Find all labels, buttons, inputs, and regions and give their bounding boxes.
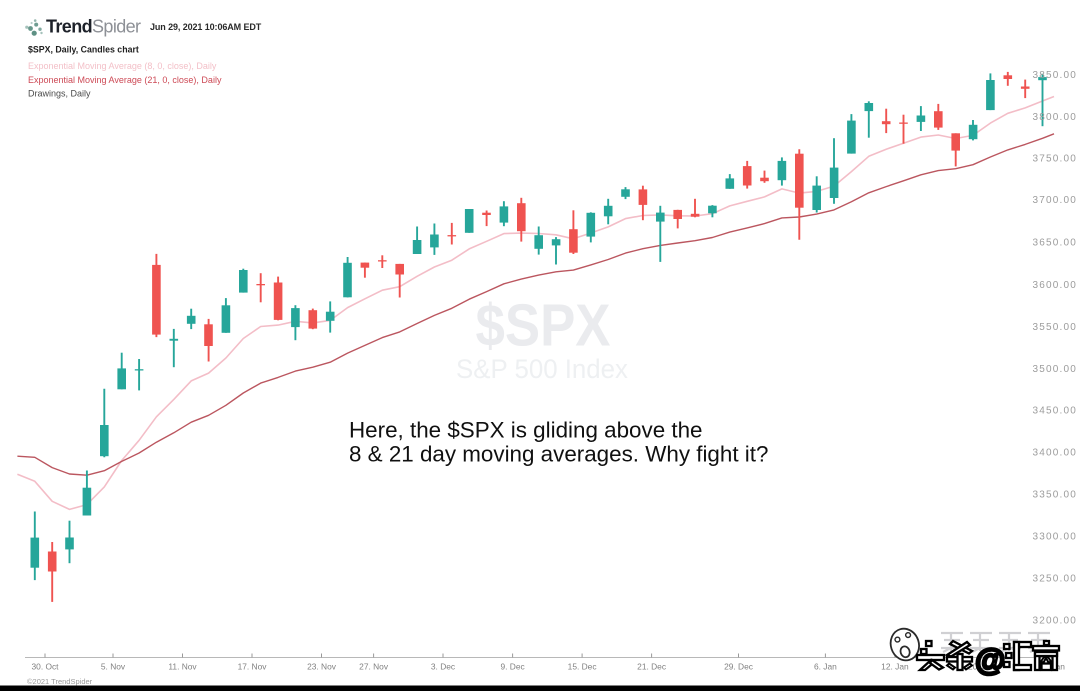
svg-text:Jun 29, 2021 10:06AM EDT: Jun 29, 2021 10:06AM EDT — [150, 22, 262, 32]
svg-text:3350.00: 3350.00 — [1032, 490, 1077, 501]
svg-text:5. Nov: 5. Nov — [101, 662, 126, 672]
svg-text:$SPX, Daily, Candles chart: $SPX, Daily, Candles chart — [28, 45, 139, 55]
svg-text:3750.00: 3750.00 — [1032, 153, 1077, 164]
svg-text:3. Dec: 3. Dec — [431, 662, 455, 672]
svg-text:21. Dec: 21. Dec — [637, 662, 666, 672]
svg-text:3300.00: 3300.00 — [1032, 532, 1077, 543]
svg-text:6. Jan: 6. Jan — [814, 662, 837, 672]
svg-text:3550.00: 3550.00 — [1032, 322, 1077, 333]
svg-text:8 & 21 day moving averages. Wh: 8 & 21 day moving averages. Why fight it… — [349, 442, 768, 467]
svg-text:9. Dec: 9. Dec — [500, 662, 524, 672]
svg-text:3800.00: 3800.00 — [1032, 112, 1077, 123]
svg-text:27. Nov: 27. Nov — [359, 662, 389, 672]
svg-text:3450.00: 3450.00 — [1032, 406, 1077, 417]
svg-text:3400.00: 3400.00 — [1032, 448, 1077, 459]
svg-text:3200.00: 3200.00 — [1032, 615, 1077, 626]
svg-text:11. Nov: 11. Nov — [168, 662, 197, 672]
svg-text:20. Jan: 20. Jan — [968, 662, 996, 672]
svg-text:S&P 500 Index: S&P 500 Index — [456, 354, 628, 384]
svg-text:TrendSpider: TrendSpider — [46, 17, 141, 37]
svg-text:@: @ — [975, 642, 1005, 677]
svg-text:12. Jan: 12. Jan — [881, 662, 909, 672]
svg-text:3500.00: 3500.00 — [1032, 364, 1077, 375]
svg-text:3700.00: 3700.00 — [1032, 195, 1077, 206]
svg-text:15. Dec: 15. Dec — [568, 662, 597, 672]
svg-text:23. Nov: 23. Nov — [307, 662, 337, 672]
svg-text:$SPX: $SPX — [476, 293, 611, 359]
svg-text:3850.00: 3850.00 — [1032, 70, 1077, 81]
svg-text:Exponential Moving Average (21: Exponential Moving Average (21, 0, close… — [28, 75, 222, 85]
svg-text:29. Dec: 29. Dec — [724, 662, 753, 672]
svg-text:Here, the $SPX is gliding abov: Here, the $SPX is gliding above the — [349, 418, 703, 443]
svg-text:Exponential Moving Average (8,: Exponential Moving Average (8, 0, close)… — [28, 61, 217, 71]
svg-text:©2021 TrendSpider: ©2021 TrendSpider — [27, 677, 93, 686]
svg-text:3600.00: 3600.00 — [1032, 280, 1077, 291]
svg-text:Drawings, Daily: Drawings, Daily — [28, 89, 91, 99]
svg-text:30. Oct: 30. Oct — [32, 662, 60, 672]
svg-text:3250.00: 3250.00 — [1032, 573, 1077, 584]
svg-text:17. Nov: 17. Nov — [238, 662, 268, 672]
svg-text:3650.00: 3650.00 — [1032, 238, 1077, 249]
